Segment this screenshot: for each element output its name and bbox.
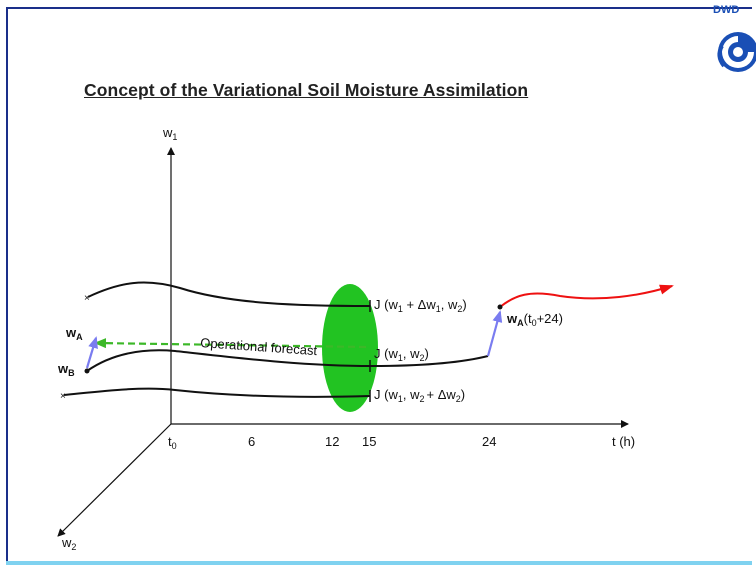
slide-frame — [6, 7, 752, 565]
w1-axis-label: w1 — [162, 125, 177, 142]
cost-label-reference: J (w1, w2) — [374, 346, 429, 363]
wB-label: wB — [57, 361, 75, 378]
dwd-swirl-icon — [717, 32, 756, 72]
wA-label: wA — [65, 325, 83, 342]
trajectory-bottom — [63, 387, 371, 398]
trajectory-middle — [86, 349, 489, 372]
cost-function-ellipse — [322, 284, 378, 412]
logo-text: DWD — [713, 4, 739, 16]
page-title: Concept of the Variational Soil Moisture… — [84, 80, 529, 100]
trajectory-top — [87, 281, 371, 307]
time-axis-label: t (h) — [612, 434, 635, 449]
wB-point — [84, 368, 90, 374]
new-forecast-curve — [499, 284, 674, 308]
w2-axis — [57, 423, 172, 537]
wA-24-point — [497, 304, 503, 310]
cost-label-perturbed-w2: J (w1, w2 + Δw2) — [374, 387, 465, 404]
analysis-increment-arrow-start — [85, 336, 98, 369]
wA-24h-label: wA(t0+24) — [506, 311, 563, 328]
tick-label-6: 6 — [248, 434, 255, 449]
cost-label-perturbed-w1: J (w1 + Δw1, w2) — [374, 297, 467, 314]
w2-axis-label: w2 — [61, 535, 76, 552]
slide-frame-bottom-bar — [6, 561, 752, 565]
tick-label-12: 12 — [325, 434, 339, 449]
tick-label-t0: t0 — [168, 434, 177, 451]
tick-label-15: 15 — [362, 434, 376, 449]
analysis-increment-arrow-24h — [486, 310, 503, 357]
trajectory-top-start-mark: × — [84, 293, 90, 304]
tick-label-24: 24 — [482, 434, 496, 449]
trajectory-bottom-start-mark: × — [60, 391, 66, 402]
operational-forecast-arrow — [94, 338, 367, 349]
dwd-logo: DWD — [713, 4, 756, 72]
